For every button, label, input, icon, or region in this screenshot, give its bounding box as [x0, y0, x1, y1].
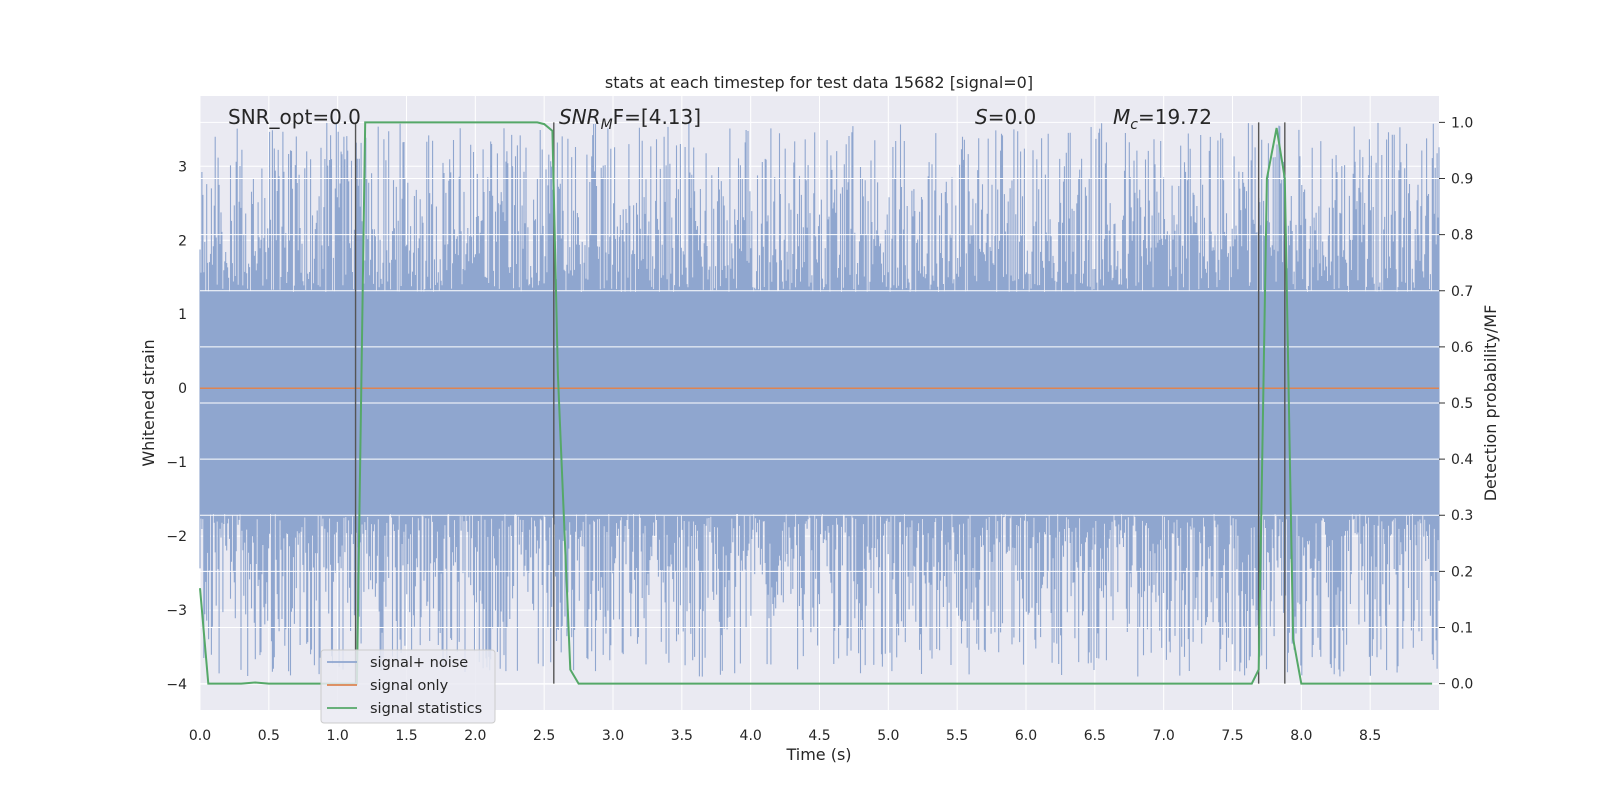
legend-label-signal-statistics: signal statistics — [370, 701, 482, 717]
y-right-tick-label-5: 0.5 — [1451, 396, 1473, 412]
annotation-s: S=0.0 — [975, 105, 1036, 129]
y-axis-label-right: Detection probability/MF — [1481, 305, 1500, 502]
x-tick-label-10: 5.0 — [877, 728, 899, 744]
y-left-tick-label-2: 1 — [178, 307, 187, 323]
x-tick-label-16: 8.0 — [1290, 728, 1312, 744]
y-right-tick-label-7: 0.3 — [1451, 508, 1473, 524]
x-tick-label-1: 0.5 — [258, 728, 280, 744]
x-tick-label-0: 0.0 — [189, 728, 211, 744]
x-tick-label-5: 2.5 — [533, 728, 555, 744]
x-tick-labels: 0.0 0.5 1.0 1.5 2.0 2.5 3.0 3.5 4.0 4.5 5.0 5.5 6.0 6… — [189, 728, 1381, 744]
y-left-tick-label-6: −3 — [166, 603, 187, 619]
y-right-tick-label-1: 0.9 — [1451, 172, 1473, 188]
x-tick-label-15: 7.5 — [1221, 728, 1243, 744]
y-left-tick-label-1: 2 — [178, 233, 187, 249]
x-tick-label-4: 2.0 — [464, 728, 486, 744]
x-tick-label-6: 3.0 — [602, 728, 624, 744]
y-right-tick-label-6: 0.4 — [1451, 452, 1473, 468]
x-tick-label-12: 6.0 — [1015, 728, 1037, 744]
legend-box — [320, 649, 496, 724]
y-right-tick-label-2: 0.8 — [1451, 228, 1473, 244]
y-right-tick-label-8: 0.2 — [1451, 564, 1473, 580]
x-tick-label-8: 4.0 — [740, 728, 762, 744]
y-axis-label-left: Whitened strain — [139, 339, 158, 466]
y-right-tick-label-9: 0.1 — [1451, 620, 1473, 636]
annotation-mc: Mc=19.72 — [1113, 105, 1212, 133]
y-left-tick-label-4: −1 — [166, 455, 187, 471]
legend-label-signal-only: signal only — [370, 678, 449, 694]
y-right-tick-label-3: 0.7 — [1451, 284, 1473, 300]
x-tick-label-7: 3.5 — [671, 728, 693, 744]
annotation-snr-mf: SNRMF=[4.13] — [559, 105, 701, 133]
x-tick-label-3: 1.5 — [395, 728, 417, 744]
legend-label-signal-noise: signal+ noise — [370, 655, 468, 671]
y-right-tick-labels: 1.0 0.9 0.8 0.7 0.6 0.5 0.4 0.3 0.2 0.1 0.0 — [1439, 115, 1473, 693]
y-left-tick-label-3: 0 — [178, 381, 187, 397]
annotation-snr-opt: SNR_opt=0.0 — [228, 105, 361, 129]
x-tick-label-9: 4.5 — [808, 728, 830, 744]
x-tick-label-13: 6.5 — [1084, 728, 1106, 744]
y-left-tick-label-0: 3 — [178, 159, 187, 175]
noise-trace — [199, 122, 1440, 677]
legend: signal+ noise signal only signal statist… — [320, 649, 496, 724]
signal-statistics-series — [199, 121, 1433, 685]
x-tick-label-17: 8.5 — [1359, 728, 1381, 744]
y-left-tick-label-5: −2 — [166, 529, 187, 545]
y-right-tick-label-0: 1.0 — [1451, 115, 1473, 131]
signal-statistics-line — [199, 121, 1433, 685]
y-left-tick-labels: 3 2 1 0 −1 −2 −3 −4 — [166, 159, 187, 693]
chart-title: stats at each timestep for test data 156… — [605, 73, 1033, 92]
x-tick-label-11: 5.5 — [946, 728, 968, 744]
y-left-tick-label-7: −4 — [166, 677, 187, 693]
y-right-tick-label-4: 0.6 — [1451, 340, 1473, 356]
y-right-tick-label-10: 0.0 — [1451, 677, 1473, 693]
x-tick-label-2: 1.0 — [327, 728, 349, 744]
x-tick-label-14: 7.0 — [1153, 728, 1175, 744]
x-axis-label: Time (s) — [785, 745, 851, 764]
